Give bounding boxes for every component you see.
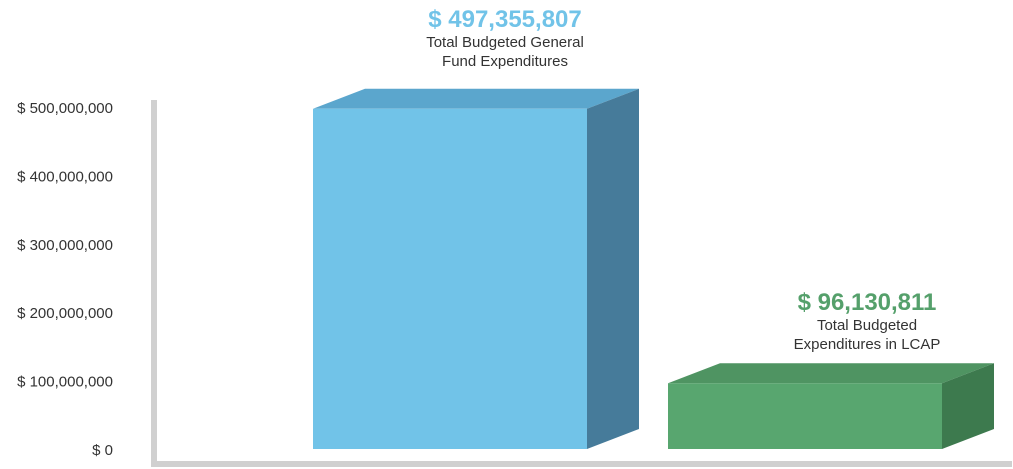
bars (313, 88, 994, 449)
y-tick-label: $ 0 (92, 442, 113, 459)
y-axis-line (151, 100, 157, 467)
bar-description-label: Expenditures in LCAP (794, 336, 941, 353)
y-tick-label: $ 200,000,000 (17, 305, 113, 322)
bar-top-face (313, 88, 639, 109)
axes (151, 100, 1012, 467)
y-tick-label: $ 500,000,000 (17, 100, 113, 117)
bar-top-face (668, 363, 994, 384)
bar-value-label: $ 96,130,811 (798, 289, 937, 316)
y-tick-label: $ 300,000,000 (17, 237, 113, 254)
y-tick-label: $ 400,000,000 (17, 168, 113, 185)
bar (313, 108, 587, 449)
bar-description-label: Total Budgeted General (426, 34, 584, 51)
bar-side-face (587, 88, 639, 449)
x-axis-line (151, 461, 1012, 467)
y-tick-label: $ 100,000,000 (17, 374, 113, 391)
bar-side-face (942, 363, 994, 449)
bar (668, 383, 942, 449)
bar-description-label: Total Budgeted (817, 317, 917, 334)
bar-value-label: $ 497,355,807 (428, 6, 581, 33)
y-axis-tick-labels: $ 0 $ 100,000,000 $ 200,000,000 $ 300,000,0… (17, 100, 113, 459)
bar-description-label: Fund Expenditures (442, 53, 568, 70)
